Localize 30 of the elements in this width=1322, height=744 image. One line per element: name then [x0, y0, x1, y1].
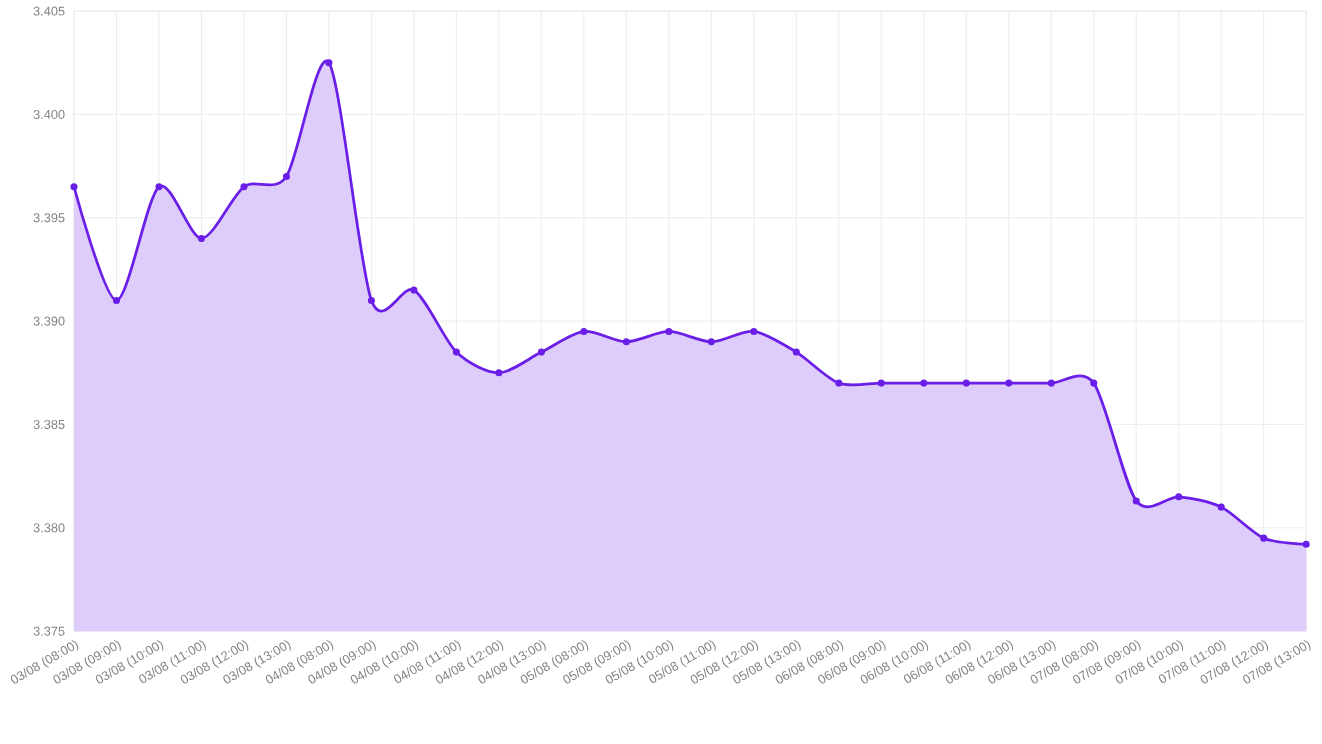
point — [410, 286, 418, 294]
point — [240, 183, 248, 191]
point — [1090, 379, 1098, 387]
point — [792, 348, 800, 356]
point — [1260, 534, 1268, 542]
point — [665, 328, 673, 336]
point — [325, 59, 333, 67]
point — [920, 379, 928, 387]
point — [367, 297, 375, 305]
point — [750, 328, 758, 336]
point — [155, 183, 163, 191]
point — [197, 235, 206, 243]
point — [1047, 379, 1055, 387]
point — [1005, 379, 1013, 387]
point — [452, 348, 460, 356]
point — [962, 379, 970, 387]
point — [537, 348, 545, 356]
point — [1132, 497, 1140, 505]
point — [877, 379, 885, 387]
point — [580, 328, 588, 336]
point — [495, 369, 503, 377]
point — [835, 379, 843, 387]
point — [1217, 503, 1225, 511]
point — [112, 297, 121, 305]
point — [1302, 540, 1310, 549]
point — [1175, 493, 1183, 501]
point — [707, 338, 715, 346]
point — [70, 183, 78, 191]
point — [622, 338, 630, 346]
point — [282, 173, 290, 181]
